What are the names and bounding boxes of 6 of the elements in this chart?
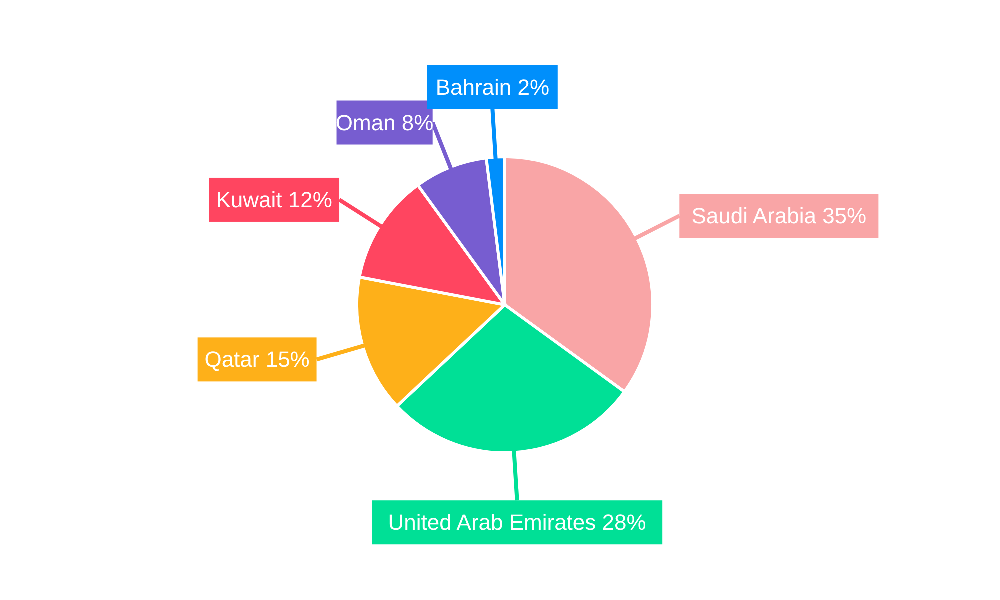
- slice-label: Bahrain 2%: [436, 74, 550, 100]
- slice-label: Qatar 15%: [204, 347, 310, 372]
- slice-label: Oman 8%: [336, 110, 434, 136]
- slice-label: Saudi Arabia 35%: [692, 204, 867, 229]
- slice-label: Kuwait 12%: [216, 187, 332, 212]
- slice-label: United Arab Emirates 28%: [388, 510, 646, 536]
